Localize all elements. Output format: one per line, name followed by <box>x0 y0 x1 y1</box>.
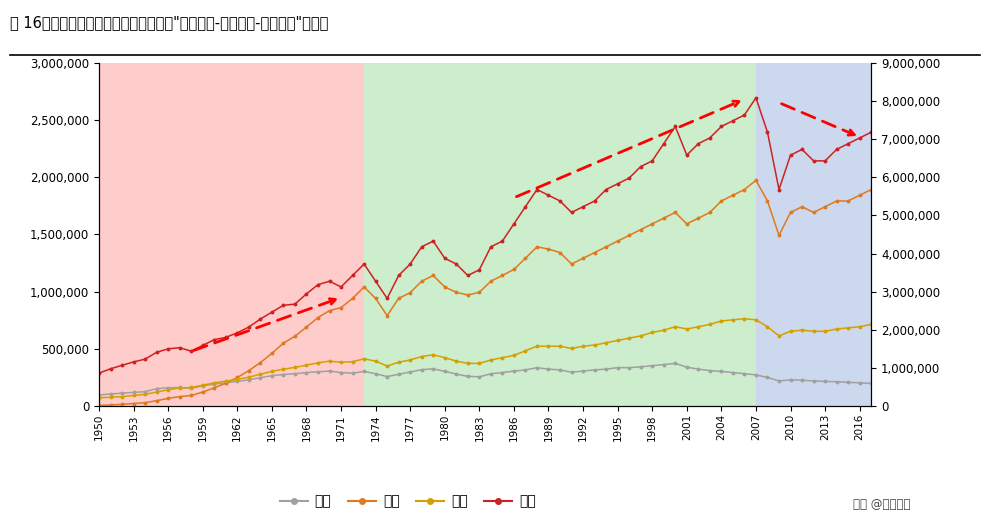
Text: 图 16：海外发达国家铝表观消费量经历"快速增长-增速放缓-弱势下滑"三阶段: 图 16：海外发达国家铝表观消费量经历"快速增长-增速放缓-弱势下滑"三阶段 <box>10 16 329 31</box>
Legend: 英国, 日本, 法国, 美国: 英国, 日本, 法国, 美国 <box>274 489 542 514</box>
Bar <box>364 63 756 406</box>
Bar <box>756 63 871 406</box>
Bar <box>99 63 364 406</box>
Text: 头条 @未来智库: 头条 @未来智库 <box>853 498 911 511</box>
